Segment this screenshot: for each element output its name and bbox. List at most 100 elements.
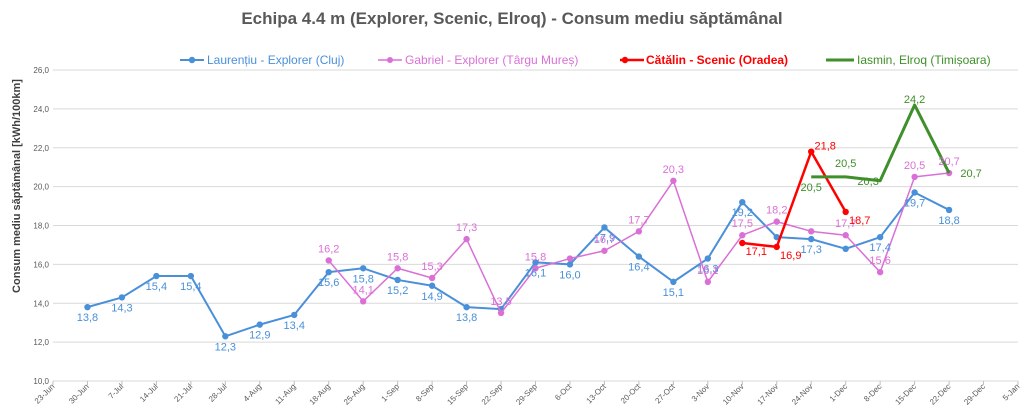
legend-item-iasmin[interactable]: Iasmin, Elroq (Timișoara) <box>826 53 991 67</box>
data-label: 18,2 <box>766 205 787 217</box>
data-label: 19,7 <box>904 197 925 209</box>
data-point <box>359 265 367 272</box>
x-tick-label: 10-Nov <box>721 382 746 407</box>
data-label: 16,3 <box>697 264 718 276</box>
legend-item-catalin[interactable]: Cătălin - Scenic (Oradea) <box>620 53 788 67</box>
data-point <box>566 261 574 268</box>
legend-item-laurentiu[interactable]: Laurențiu - Explorer (Cluj) <box>180 53 344 67</box>
data-label: 14,3 <box>111 302 132 314</box>
data-point <box>842 232 849 239</box>
data-label: 15,8 <box>525 251 546 263</box>
data-label: 20,7 <box>938 156 959 168</box>
data-label: 14,9 <box>421 291 442 303</box>
data-label: 24,2 <box>904 94 925 106</box>
data-point <box>635 228 643 235</box>
data-point <box>497 309 505 317</box>
data-point <box>153 272 160 280</box>
data-point <box>773 218 780 225</box>
data-point <box>394 265 401 272</box>
data-point <box>394 276 401 284</box>
data-label: 15,4 <box>180 281 201 293</box>
data-label: 17,7 <box>628 214 649 226</box>
data-label: 19,2 <box>732 207 753 219</box>
data-label: 12,3 <box>215 341 236 353</box>
data-label: 20,5 <box>904 160 925 172</box>
data-point <box>670 278 677 286</box>
data-point <box>463 235 470 243</box>
x-tick-label: 15-Dec <box>893 382 918 407</box>
x-tick-label: 1-Sep <box>380 382 402 404</box>
data-point <box>532 265 539 272</box>
x-tick-label: 3-Nov <box>690 382 711 403</box>
x-tick-label: 22-Dec <box>928 382 953 407</box>
x-tick-label: 22-Sep <box>480 382 505 407</box>
data-point <box>291 311 298 319</box>
svg-text:Cătălin - Scenic (Oradea): Cătălin - Scenic (Oradea) <box>646 53 788 67</box>
data-point <box>187 272 195 280</box>
data-label: 17,3 <box>801 244 822 256</box>
data-point <box>532 259 539 266</box>
x-tick-label: 28-Jul <box>207 382 229 404</box>
x-tick-label: 29-Dec <box>962 382 987 407</box>
data-point <box>842 208 849 216</box>
x-tick-label: 13-Oct <box>584 382 608 406</box>
data-label: 15,3 <box>421 261 442 273</box>
data-point <box>428 274 436 282</box>
x-tick-label: 20-Oct <box>619 382 643 406</box>
data-label: 12,9 <box>249 330 270 342</box>
x-tick-label: 17-Nov <box>756 382 781 407</box>
x-tick-label: 7-Jul <box>107 382 126 401</box>
x-tick-label: 14-Jul <box>138 382 160 404</box>
data-label: 16,1 <box>525 267 546 279</box>
x-tick-label: 8-Dec <box>862 382 883 403</box>
data-label: 16,7 <box>594 234 615 246</box>
x-tick-label: 6-Oct <box>553 382 574 403</box>
data-label: 15,1 <box>697 265 718 277</box>
series-line-0 <box>87 191 950 338</box>
data-label: 15,2 <box>387 285 408 297</box>
data-label: 18,7 <box>849 215 870 227</box>
data-point <box>635 253 643 260</box>
legend-item-gabriel[interactable]: Gabriel - Explorer (Târgu Mureș) <box>378 53 578 67</box>
y-tick-label: 20,0 <box>33 183 49 192</box>
data-label: 13,5 <box>490 296 511 308</box>
data-point <box>566 255 574 262</box>
data-label: 17,5 <box>732 218 753 230</box>
y-tick-label: 22,0 <box>33 144 49 153</box>
x-tick-label: 27-Oct <box>653 382 677 406</box>
data-label: 13,8 <box>456 312 477 324</box>
svg-text:Gabriel - Explorer (Târgu Mure: Gabriel - Explorer (Târgu Mureș) <box>405 53 578 67</box>
data-label: 13,4 <box>284 320 305 332</box>
data-point <box>876 233 884 241</box>
x-tick-label: 24-Nov <box>790 382 815 407</box>
series-line-2 <box>742 150 847 249</box>
data-point <box>876 268 884 276</box>
x-tick-label: 4-Aug <box>242 382 263 403</box>
data-label: 20,3 <box>663 164 684 176</box>
data-point <box>773 243 780 251</box>
data-label: 21,8 <box>815 141 836 153</box>
data-label: 16,0 <box>559 269 580 281</box>
svg-text:Laurențiu - Explorer (Cluj): Laurențiu - Explorer (Cluj) <box>207 53 344 67</box>
data-point <box>325 257 332 264</box>
data-point <box>359 298 367 305</box>
data-point <box>704 255 712 262</box>
svg-text:Iasmin, Elroq (Timișoara): Iasmin, Elroq (Timișoara) <box>857 53 991 67</box>
y-tick-label: 18,0 <box>33 222 49 231</box>
y-tick-label: 14,0 <box>33 299 49 308</box>
data-point <box>704 278 712 286</box>
data-label: 18,8 <box>938 215 959 227</box>
data-label: 15,1 <box>663 287 684 299</box>
data-label: 15,8 <box>352 273 373 285</box>
series-line-3 <box>811 103 951 183</box>
x-tick-label: 1-Dec <box>828 382 849 403</box>
x-tick-label: 29-Sep <box>514 382 539 407</box>
data-point <box>808 228 815 235</box>
data-label: 16,9 <box>780 250 801 262</box>
data-label: 17,3 <box>456 222 477 234</box>
x-tick-label: 11-Aug <box>273 382 297 406</box>
data-point <box>808 148 815 155</box>
y-tick-label: 16,0 <box>33 260 49 269</box>
data-label: 13,8 <box>77 312 98 324</box>
